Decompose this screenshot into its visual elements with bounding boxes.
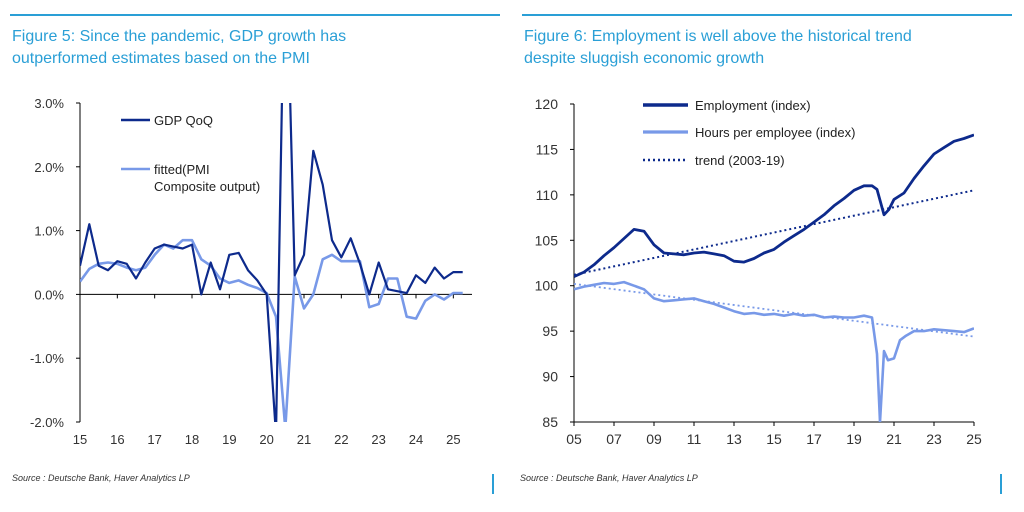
hours-trend-line bbox=[574, 283, 974, 338]
x-tick-label: 23 bbox=[926, 431, 942, 447]
employment-line bbox=[574, 133, 974, 278]
y-tick-label: 0.0% bbox=[34, 287, 64, 302]
y-tick-label: 3.0% bbox=[34, 96, 64, 111]
y-tick-label: 115 bbox=[536, 141, 559, 157]
legend-pmi-label-1: fitted(PMI bbox=[154, 162, 210, 177]
y-tick-label: 85 bbox=[542, 414, 558, 430]
x-tick-label: 09 bbox=[646, 431, 662, 447]
y-tick-label: 105 bbox=[535, 232, 559, 248]
figure-5-bottom-rule bbox=[492, 474, 494, 494]
figure-6-panel: Figure 6: Employment is well above the h… bbox=[512, 0, 1024, 512]
figure-6-bottom-rule bbox=[1000, 474, 1002, 494]
x-tick-label: 11 bbox=[687, 431, 702, 447]
x-tick-label: 25 bbox=[446, 432, 460, 447]
x-tick-label: 22 bbox=[334, 432, 348, 447]
figure-6-title-line-1: Figure 6: Employment is well above the h… bbox=[524, 28, 912, 45]
x-tick-label: 24 bbox=[409, 432, 423, 447]
figure-5-panel: Figure 5: Since the pandemic, GDP growth… bbox=[0, 0, 500, 512]
y-tick-label: 1.0% bbox=[34, 224, 64, 239]
y-tick-label: 95 bbox=[542, 323, 558, 339]
legend-gdp-label: GDP QoQ bbox=[154, 113, 213, 128]
figure-6-title-line-2: despite sluggish economic growth bbox=[524, 50, 765, 67]
gdp-qoq-line bbox=[80, 103, 463, 422]
y-tick-label: 120 bbox=[535, 96, 559, 112]
legend-hours-label: Hours per employee (index) bbox=[695, 125, 855, 140]
x-tick-label: 25 bbox=[966, 431, 982, 447]
figure-6-top-rule bbox=[522, 14, 1012, 16]
x-tick-label: 23 bbox=[371, 432, 385, 447]
legend-employment-label: Employment (index) bbox=[695, 98, 811, 113]
x-tick-label: 13 bbox=[726, 431, 742, 447]
y-tick-label: -1.0% bbox=[30, 351, 64, 366]
x-tick-label: 16 bbox=[110, 432, 124, 447]
figure-5-title: Figure 5: Since the pandemic, GDP growth… bbox=[12, 26, 346, 70]
x-tick-label: 21 bbox=[297, 432, 311, 447]
x-tick-label: 17 bbox=[147, 432, 161, 447]
figure-6-chart: 120 115 110 105 100 95 90 85 05 07 09 11 13 15 17 19 21 2… bbox=[535, 96, 982, 447]
x-tick-label: 17 bbox=[806, 431, 822, 447]
y-tick-label: 90 bbox=[542, 369, 558, 385]
figure-5-top-rule bbox=[10, 14, 500, 16]
figure-5-title-line-1: Figure 5: Since the pandemic, GDP growth… bbox=[12, 28, 347, 45]
x-tick-label: 19 bbox=[222, 432, 236, 447]
hours-per-employee-line bbox=[574, 280, 974, 422]
legend-pmi-label-2: Composite output) bbox=[154, 179, 260, 194]
y-tick-label: 100 bbox=[535, 278, 559, 294]
x-tick-label: 20 bbox=[259, 432, 273, 447]
y-tick-label: 2.0% bbox=[34, 160, 64, 175]
y-tick-label: 110 bbox=[536, 187, 559, 203]
x-tick-label: 05 bbox=[566, 431, 582, 447]
figure-5-chart: 3.0% 2.0% 1.0% 0.0% -1.0% -2.0% 15 16 17 18 19 20 21… bbox=[30, 96, 472, 447]
figure-6-source: Source : Deutsche Bank, Haver Analytics … bbox=[520, 473, 698, 483]
x-tick-label: 21 bbox=[886, 431, 902, 447]
figure-5-source: Source : Deutsche Bank, Haver Analytics … bbox=[12, 473, 190, 483]
x-tick-label: 15 bbox=[73, 432, 87, 447]
pmi-fitted-line bbox=[80, 238, 463, 422]
x-tick-label: 19 bbox=[846, 431, 862, 447]
x-tick-label: 07 bbox=[606, 431, 622, 447]
legend-trend-label: trend (2003-19) bbox=[695, 153, 785, 168]
x-tick-label: 15 bbox=[766, 431, 782, 447]
figure-5-title-line-2: outperformed estimates based on the PMI bbox=[12, 50, 310, 67]
x-tick-label: 18 bbox=[185, 432, 199, 447]
y-tick-label: -2.0% bbox=[30, 415, 64, 430]
figure-6-title: Figure 6: Employment is well above the h… bbox=[524, 26, 912, 70]
trend-line bbox=[574, 189, 974, 276]
